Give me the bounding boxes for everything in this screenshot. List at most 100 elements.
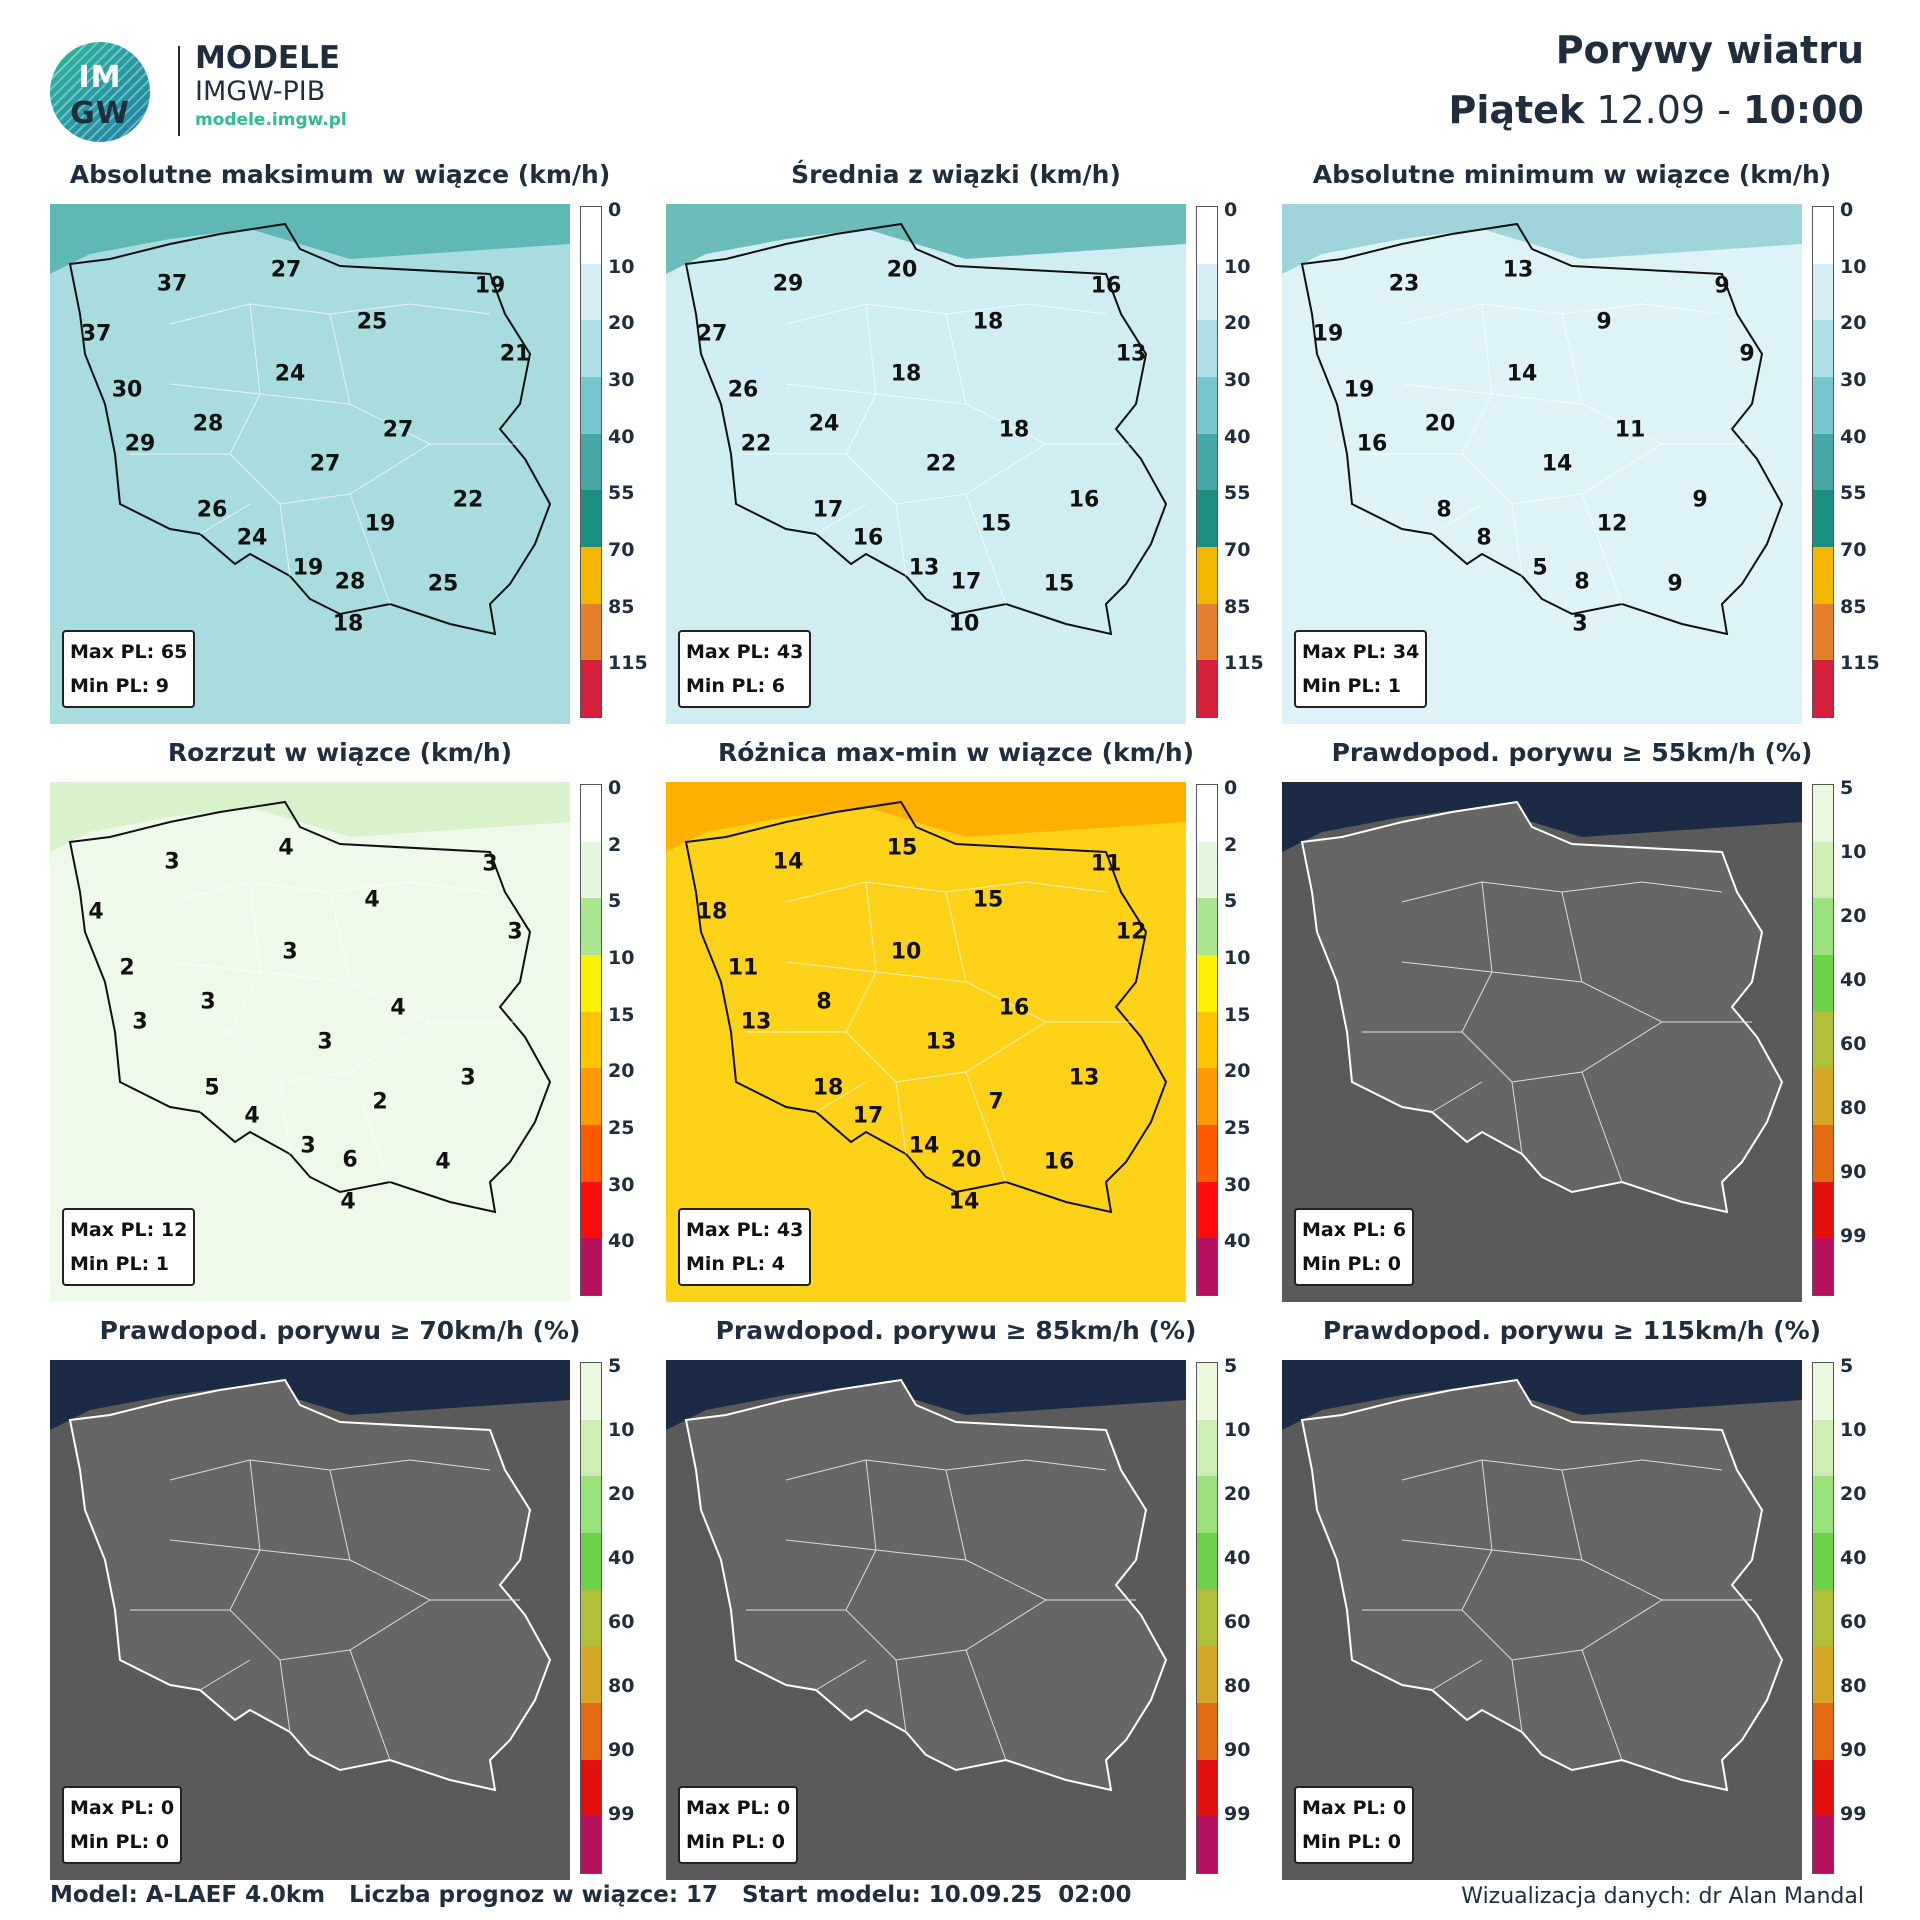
logo-site-link[interactable]: modele.imgw.pl bbox=[195, 110, 347, 130]
colorbar-tick-label: 30 bbox=[1224, 369, 1251, 391]
colorbar-tick-label: 40 bbox=[1840, 425, 1867, 448]
colorbar-segment bbox=[1813, 603, 1833, 661]
panel-title: Średnia z wiązki (km/h) bbox=[791, 160, 1121, 189]
country-border bbox=[1300, 1378, 1784, 1792]
map-area[interactable]: 13 23 9 19 9 9 14 19 20 11 16 14 9 8 12 8 5 8 9 3 Max PL: 34… bbox=[1282, 204, 1802, 724]
city-value: 24 bbox=[236, 525, 268, 551]
colorbar-segment bbox=[1197, 785, 1217, 843]
min-pl: Min PL: 0 bbox=[686, 1831, 786, 1853]
colorbar-segment bbox=[1197, 1068, 1217, 1126]
colorbar-segment bbox=[1813, 1363, 1833, 1421]
country-border bbox=[684, 222, 1168, 636]
city-value: 16 bbox=[852, 525, 884, 551]
colorbar-segment bbox=[581, 841, 601, 899]
map-area[interactable]: 20 29 16 27 18 13 18 26 24 18 22 22 16 17 15 16 13 17 15 10… bbox=[666, 204, 1186, 724]
colorbar-segment bbox=[1197, 1238, 1217, 1296]
map-area[interactable]: Max PL: 0 Min PL: 0 bbox=[666, 1360, 1186, 1880]
city-value: 9 bbox=[1739, 341, 1755, 367]
colorbar-segment bbox=[1813, 955, 1833, 1013]
max-pl: Max PL: 34 bbox=[1302, 641, 1420, 663]
min-pl: Min PL: 1 bbox=[70, 1253, 170, 1275]
min-pl: Min PL: 6 bbox=[686, 675, 786, 697]
min-pl: Min PL: 0 bbox=[70, 1831, 170, 1853]
city-value: 18 bbox=[972, 309, 1004, 335]
colorbar-tick-label: 30 bbox=[1224, 1173, 1251, 1196]
colorbar-tick-label: 2 bbox=[608, 833, 622, 856]
colorbar-segment bbox=[581, 1011, 601, 1069]
colorbar-segment bbox=[581, 547, 601, 605]
colorbar-tick-label: 40 bbox=[1224, 425, 1251, 448]
colorbar-segment bbox=[581, 1759, 601, 1817]
colorbar-segment bbox=[1813, 898, 1833, 956]
map-panel-5: Różnica max-min w wiązce (km/h) 15 14 11 18 1… bbox=[666, 738, 1250, 1302]
city-value: 37 bbox=[80, 321, 112, 347]
city-value: 13 bbox=[908, 555, 940, 581]
stats-box: Max PL: 0 Min PL: 0 bbox=[678, 1786, 799, 1864]
colorbar-segment bbox=[1197, 898, 1217, 956]
city-value: 16 bbox=[1090, 273, 1122, 299]
colorbar-segment bbox=[1813, 1646, 1833, 1704]
colorbar-segment bbox=[1197, 955, 1217, 1013]
colorbar-tick-label: 60 bbox=[1840, 1611, 1867, 1633]
map-area[interactable]: Max PL: 0 Min PL: 0 bbox=[1282, 1360, 1802, 1880]
colorbar-segment bbox=[1813, 490, 1833, 548]
country-border bbox=[68, 800, 552, 1214]
colorbar-tick-label: 10 bbox=[1224, 255, 1251, 278]
colorbar-tick-label: 99 bbox=[1224, 1803, 1251, 1825]
colorbar bbox=[1812, 1362, 1834, 1874]
forecast-datetime: Piątek 12.09 - 10:00 bbox=[1449, 88, 1865, 132]
city-value: 37 bbox=[156, 271, 188, 297]
city-value: 8 bbox=[1574, 569, 1590, 595]
panel-title: Prawdopod. porywu ≥ 115km/h (%) bbox=[1322, 1316, 1822, 1345]
colorbar-segment bbox=[581, 207, 601, 265]
colorbar-tick-label: 20 bbox=[608, 1060, 635, 1083]
colorbar-tick-label: 55 bbox=[608, 482, 635, 505]
map-area[interactable]: Max PL: 0 Min PL: 0 bbox=[50, 1360, 570, 1880]
poland-map bbox=[1282, 1360, 1802, 1792]
colorbar-tick-label: 10 bbox=[1224, 1419, 1251, 1441]
map-area[interactable]: 4 3 3 4 4 3 3 2 3 4 3 3 3 5 2 4 3 6 4 4 Max PL: 12 Min PL: 1 bbox=[50, 782, 570, 1302]
city-value: 22 bbox=[740, 431, 772, 457]
city-value: 30 bbox=[111, 377, 143, 403]
city-value: 29 bbox=[772, 271, 804, 297]
stats-box: Max PL: 34 Min PL: 1 bbox=[1294, 630, 1428, 708]
colorbar-segment bbox=[1197, 1125, 1217, 1183]
sea-area bbox=[666, 204, 1186, 274]
colorbar-tick-label: 20 bbox=[1224, 1483, 1251, 1505]
country-border bbox=[68, 222, 552, 636]
city-value: 14 bbox=[1506, 361, 1538, 387]
panel-title: Absolutne minimum w wiązce (km/h) bbox=[1312, 160, 1832, 189]
colorbar-segment bbox=[581, 490, 601, 548]
city-value: 5 bbox=[1532, 555, 1548, 581]
min-pl: Min PL: 1 bbox=[1302, 675, 1402, 697]
colorbar-tick-label: 0 bbox=[1224, 777, 1238, 799]
colorbar-segment bbox=[581, 955, 601, 1013]
map-area[interactable]: Max PL: 6 Min PL: 0 bbox=[1282, 782, 1802, 1302]
colorbar-segment bbox=[1197, 1589, 1217, 1647]
city-value: 17 bbox=[852, 1103, 884, 1129]
poland-map bbox=[50, 1360, 570, 1792]
city-value: 14 bbox=[772, 849, 804, 875]
map-area[interactable]: 15 14 11 18 15 12 10 11 8 16 13 13 13 18 7 17 14 20 16 14 Ma… bbox=[666, 782, 1186, 1302]
max-pl: Max PL: 43 bbox=[686, 641, 804, 663]
map-area[interactable]: 27 37 19 37 25 21 24 30 28 27 29 27 22 26 19 24 19 28 25 18… bbox=[50, 204, 570, 724]
colorbar-segment bbox=[581, 898, 601, 956]
region-borders bbox=[746, 303, 1136, 605]
imgw-logo: IM GW MODELE IMGW-PIB modele.imgw.pl bbox=[50, 36, 350, 142]
colorbar-segment bbox=[581, 785, 601, 843]
colorbar-segment bbox=[581, 660, 601, 718]
city-value: 19 bbox=[292, 555, 324, 581]
colorbar-segment bbox=[581, 377, 601, 435]
min-pl: Min PL: 9 bbox=[70, 675, 170, 697]
max-pl: Max PL: 43 bbox=[686, 1219, 804, 1241]
city-value: 26 bbox=[196, 497, 228, 523]
city-value: 8 bbox=[1476, 525, 1492, 551]
colorbar-tick-label: 5 bbox=[608, 1355, 622, 1377]
sea-area bbox=[1282, 204, 1802, 274]
city-value: 14 bbox=[908, 1133, 940, 1159]
colorbar-segment bbox=[1813, 547, 1833, 605]
colorbar-tick-label: 5 bbox=[1224, 1355, 1238, 1377]
colorbar-tick-label: 20 bbox=[1224, 312, 1251, 335]
city-value: 13 bbox=[925, 1029, 957, 1055]
min-pl: Min PL: 0 bbox=[1302, 1831, 1402, 1853]
